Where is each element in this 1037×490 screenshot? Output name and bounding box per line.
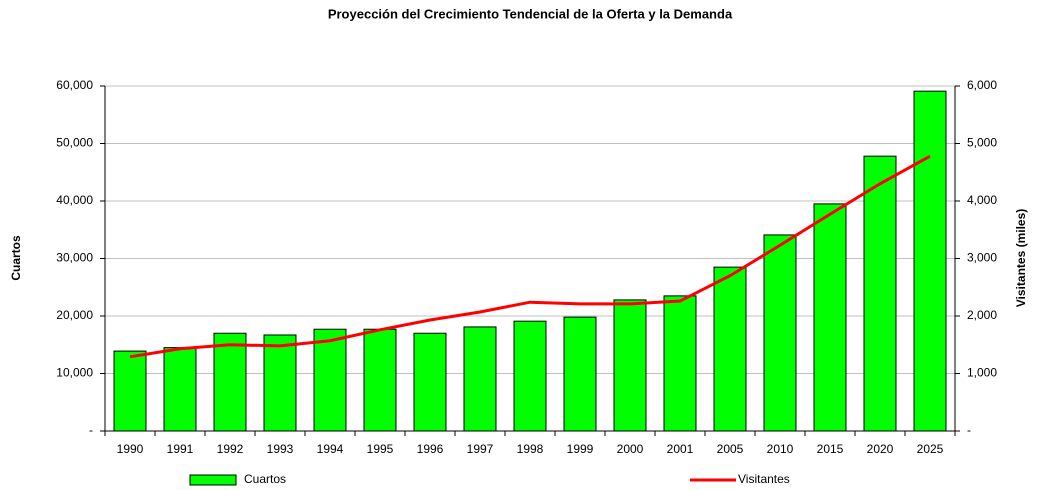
y-tick-label: 20,000 [56,308,93,322]
x-tick-label: 1992 [217,442,244,456]
x-tick-label: 2025 [917,442,944,456]
y2-tick-label: 3,000 [967,251,997,265]
x-tick-label: 1995 [367,442,394,456]
y-tick-label: 60,000 [56,78,93,92]
bar [813,203,847,432]
bar [363,328,397,432]
y-tick-label: - [89,423,93,437]
x-tick-label: 2001 [667,442,694,456]
legend-label: Cuartos [244,472,286,486]
y-axis-title: Cuartos [9,235,23,281]
x-tick-label: 1991 [167,442,194,456]
bar [213,332,247,432]
y-tick-label: 40,000 [56,193,93,207]
y2-tick-label: 2,000 [967,308,997,322]
bar [413,332,447,432]
bar [663,295,697,432]
x-tick-label: 1997 [467,442,494,456]
bar [713,266,747,432]
x-tick-label: 1994 [317,442,344,456]
x-tick-label: 2000 [617,442,644,456]
bar [613,299,647,432]
y-tick-label: 30,000 [56,251,93,265]
x-tick-label: 2015 [817,442,844,456]
x-tick-label: 2010 [767,442,794,456]
x-tick-label: 2020 [867,442,894,456]
legend-swatch [189,474,237,486]
bar [763,234,797,432]
x-tick-label: 1990 [117,442,144,456]
y2-tick-label: 6,000 [967,78,997,92]
bar [563,316,597,432]
bar [863,155,897,432]
bar [513,320,547,432]
x-tick-label: 1993 [267,442,294,456]
x-tick-label: 1998 [517,442,544,456]
bar [113,350,147,432]
y2-tick-label: 4,000 [967,193,997,207]
y2-axis-title: Visitantes (miles) [1014,209,1028,307]
y-tick-label: 10,000 [56,366,93,380]
y2-tick-label: 1,000 [967,366,997,380]
legend-label: Visitantes [738,472,790,486]
bar [463,326,497,432]
chart-title: Proyección del Crecimiento Tendencial de… [328,6,733,21]
y2-tick-label: - [967,423,971,437]
y2-tick-label: 5,000 [967,136,997,150]
bar [263,334,297,432]
x-tick-label: 2005 [717,442,744,456]
bar [313,328,347,432]
line [129,154,931,359]
x-tick-label: 1996 [417,442,444,456]
bar [913,90,947,432]
y-tick-label: 50,000 [56,136,93,150]
bar [163,347,197,432]
x-tick-label: 1999 [567,442,594,456]
